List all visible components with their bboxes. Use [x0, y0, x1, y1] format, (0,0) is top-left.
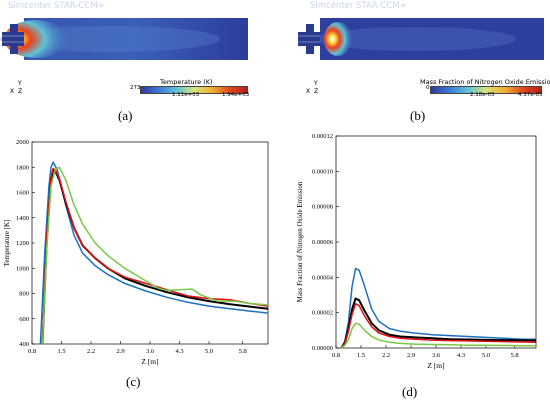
y-tick-label: 1200	[16, 240, 29, 247]
triad-y-a: Y	[18, 80, 22, 87]
y-tick-label: 400	[19, 341, 29, 348]
panel-label-a: (a)	[118, 108, 133, 123]
x-tick-label: 0.8	[28, 348, 36, 355]
x-tick-label: 0.8	[332, 352, 340, 359]
y-tick-label: 2000	[16, 139, 29, 146]
triad-y-b: Y	[314, 80, 318, 87]
y-tick-label: 0.00010	[312, 168, 333, 175]
series-line-red	[340, 303, 537, 349]
x-tick-label: 3.6	[146, 348, 155, 355]
y-tick-label: 0.00000	[312, 345, 333, 352]
series-line-black	[41, 168, 269, 345]
triad-x-a: X	[10, 88, 15, 95]
nox-hotspot-b	[324, 22, 352, 56]
y-tick-label: 1400	[16, 215, 29, 222]
series-line-green	[41, 166, 269, 345]
panel-label-c: (c)	[126, 374, 141, 389]
panel-label-d: (d)	[402, 384, 418, 399]
plot-frame	[31, 141, 269, 345]
y-tick-label: 1000	[16, 265, 29, 272]
x-tick-label: 2.2	[87, 348, 95, 355]
x-tick-label: 5.0	[205, 348, 213, 355]
y-tick-label: 0.00004	[312, 274, 334, 281]
colorbar-tick-a-0: 273	[130, 85, 141, 91]
triad-x-b: X	[306, 88, 311, 95]
chart-d: 0.8 1.5 2.2 2.9 3.6 4.3 5.0 5.8 0.00000 0.00002 0.…	[296, 133, 537, 370]
watermark-b: Simcenter STAR-CCM+	[310, 1, 407, 11]
panel-label-b: (b)	[410, 108, 426, 123]
y-tick-label: 0.00006	[312, 239, 334, 246]
x-tick-label: 2.9	[116, 348, 124, 355]
x-tick-label: 3.6	[432, 352, 441, 359]
colorbar-a	[140, 86, 248, 94]
triad-z-a: Z	[18, 88, 23, 95]
colorbar-tick-a-2: 1.94e+03	[222, 92, 250, 98]
colorbar-tick-b-0: 0	[426, 85, 430, 91]
series-line-blue	[39, 161, 269, 345]
x-tick-label: 1.5	[57, 348, 65, 355]
colorbar-tick-b-2: 4.37e-05	[518, 92, 543, 98]
y-tick-label: 0.00012	[312, 133, 333, 140]
y-tick-label: 800	[19, 291, 29, 298]
y-tick-label: 0.00002	[312, 310, 333, 317]
x-tick-label: 5.0	[482, 352, 490, 359]
colorbar-title-b: Mass Fraction of Nitrogen Oxide Emission	[420, 78, 550, 86]
series-line-red	[41, 167, 269, 345]
series-line-green	[340, 322, 537, 349]
y-axis-label: Temperature [K]	[3, 220, 11, 267]
watermark-a: Simcenter STAR-CCM+	[8, 1, 105, 11]
contour-b	[298, 18, 544, 60]
contour-a	[0, 18, 248, 60]
y-tick-label: 0.00008	[312, 204, 333, 211]
x-tick-label: 2.2	[382, 352, 390, 359]
series-line-blue	[340, 267, 536, 349]
y-tick-label: 1800	[16, 164, 29, 171]
x-tick-label: 1.5	[357, 352, 365, 359]
x-axis-label: Z [m]	[427, 361, 444, 370]
flame-a	[4, 20, 68, 58]
plot-frame	[335, 135, 537, 349]
colorbar-tick-a-1: 1.11e+03	[172, 92, 200, 98]
x-tick-label: 4.3	[175, 348, 183, 355]
chart-c: 0.8 1.5 2.2 2.9 3.6 4.3 5.0 5.8 400 600 800 1000 120…	[3, 139, 269, 366]
colorbar-b	[430, 86, 542, 94]
x-tick-label: 4.3	[457, 352, 465, 359]
colorbar-title-a: Temperature (K)	[160, 78, 213, 86]
y-axis-label: Mass Fraction of Nitrogen Oxide Emission	[296, 181, 304, 302]
x-axis-label: Z [m]	[141, 357, 158, 366]
y-tick-label: 1600	[16, 190, 29, 197]
y-tick-label: 600	[19, 316, 29, 323]
triad-z-b: Z	[314, 88, 319, 95]
series-line-black	[340, 297, 537, 349]
colorbar-tick-b-1: 2.18e-05	[470, 92, 495, 98]
x-tick-label: 5.8	[239, 348, 247, 355]
x-tick-label: 5.8	[511, 352, 519, 359]
x-tick-label: 2.9	[407, 352, 415, 359]
